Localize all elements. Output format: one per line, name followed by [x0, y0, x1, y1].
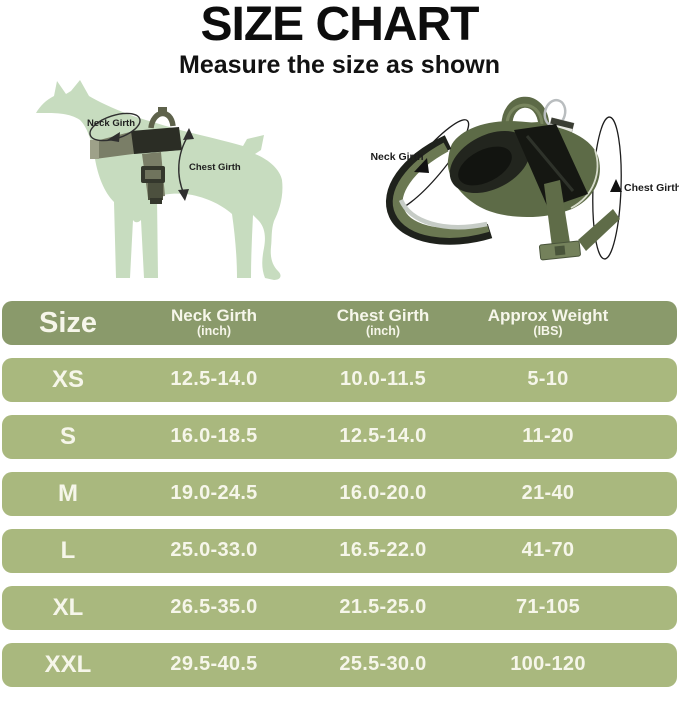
chest-girth-value: 10.0-11.5	[339, 368, 427, 391]
measurement-figures: Neck Girth Chest Girth	[0, 79, 679, 294]
column-unit: (inch)	[365, 324, 401, 339]
approx-weight-value: 5-10	[527, 368, 569, 391]
neck-girth-annotation: Neck Girth	[87, 112, 141, 142]
column-label: Neck Girth	[171, 306, 257, 326]
page-title: SIZE CHART	[200, 0, 480, 51]
table-row-xxl: XXL 29.5-40.5 25.5-30.0 100-120	[2, 642, 677, 687]
column-header-size: Size	[38, 306, 98, 339]
neck-girth-label: Neck Girth	[370, 151, 423, 163]
chest-girth-value: 16.5-22.0	[339, 539, 427, 562]
table-row-l: L 25.0-33.0 16.5-22.0 41-70	[2, 528, 677, 573]
size-table: Size Neck Girth (inch) Chest Girth (inch…	[2, 300, 677, 687]
table-row-xs: XS 12.5-14.0 10.0-11.5 5-10	[2, 357, 677, 402]
size-value: XS	[51, 365, 84, 393]
size-value: XXL	[44, 650, 92, 678]
page-subtitle: Measure the size as shown	[179, 50, 500, 79]
table-row-xl: XL 26.5-35.0 21.5-25.0 71-105	[2, 585, 677, 630]
arrow-icon	[610, 178, 622, 192]
chest-girth-label: Chest Girth	[624, 182, 679, 194]
column-unit: (inch)	[196, 324, 232, 339]
neck-girth-value: 26.5-35.0	[170, 596, 258, 619]
column-unit: (IBS)	[533, 324, 563, 339]
neck-girth-value: 16.0-18.5	[170, 425, 258, 448]
chest-girth-value: 12.5-14.0	[339, 425, 427, 448]
neck-girth-value: 29.5-40.5	[170, 653, 258, 676]
dog-measurement-diagram: Neck Girth Chest Girth	[36, 79, 283, 280]
approx-weight-value: 21-40	[521, 482, 575, 505]
chest-girth-value: 16.0-20.0	[339, 482, 427, 505]
table-row-m: M 19.0-24.5 16.0-20.0 21-40	[2, 471, 677, 516]
chest-girth-value: 25.5-30.0	[339, 653, 427, 676]
column-label: Chest Girth	[336, 306, 430, 326]
neck-girth-value: 19.0-24.5	[170, 482, 258, 505]
column-header-approx-weight: Approx Weight (IBS)	[472, 307, 624, 338]
column-label: Approx Weight	[487, 306, 609, 326]
harness-photo-diagram: Neck Girth Chest Girth	[370, 96, 679, 261]
approx-weight-value: 41-70	[521, 539, 575, 562]
arrow-icon	[414, 157, 429, 173]
approx-weight-value: 71-105	[515, 596, 581, 619]
size-value: M	[58, 479, 78, 507]
size-value: S	[59, 422, 76, 450]
chest-girth-annotation: Chest Girth	[178, 127, 241, 201]
arrow-up-icon	[183, 127, 194, 140]
arrow-down-icon	[178, 188, 189, 201]
title-block: SIZE CHART Measure the size as shown	[0, 0, 679, 80]
harness-on-dog	[90, 106, 182, 204]
chest-girth-value: 21.5-25.0	[339, 596, 427, 619]
reflective-strip	[398, 198, 488, 230]
approx-weight-value: 11-20	[522, 425, 574, 448]
adjuster-buckle	[538, 240, 581, 261]
neck-girth-label: Neck Girth	[87, 118, 135, 129]
size-value: XL	[52, 593, 84, 621]
column-header-neck-girth: Neck Girth (inch)	[134, 307, 294, 338]
neck-girth-annotation: Neck Girth	[370, 151, 429, 173]
table-row-s: S 16.0-18.5 12.5-14.0 11-20	[2, 414, 677, 459]
neck-girth-value: 12.5-14.0	[170, 368, 258, 391]
table-header-row: Size Neck Girth (inch) Chest Girth (inch…	[2, 300, 677, 345]
column-header-chest-girth: Chest Girth (inch)	[294, 307, 472, 338]
chest-girth-label: Chest Girth	[189, 162, 241, 173]
arrow-icon	[107, 131, 120, 142]
size-value: L	[60, 536, 76, 564]
approx-weight-value: 100-120	[510, 653, 586, 676]
neck-girth-value: 25.0-33.0	[170, 539, 258, 562]
harness-product	[385, 96, 620, 261]
chest-girth-annotation: Chest Girth	[610, 178, 679, 194]
